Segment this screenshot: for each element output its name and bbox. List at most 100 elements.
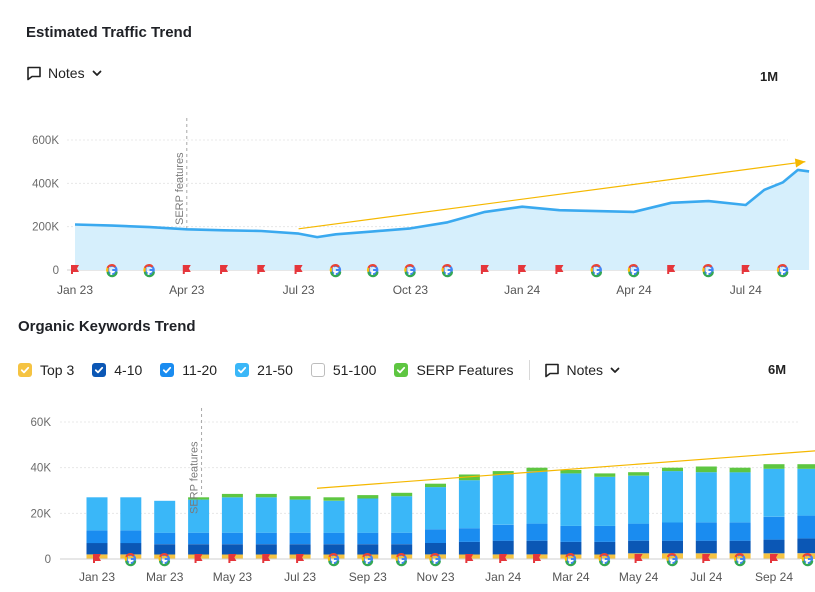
keywords-y-tick: 60K [31,417,52,429]
legend-4-10[interactable]: 4-10 [92,362,142,378]
traffic-x-axis: Jan 23 Apr 23 Jul 23 Oct 23 Jan 24 Apr 24 Jul … [57,283,762,297]
keywords-bar-segment [86,543,108,555]
google-icon [801,553,814,567]
flag-icon [262,554,271,563]
keywords-bar-stack [154,500,176,559]
keywords-bar-segment [594,473,616,477]
flag-icon [465,554,474,563]
keywords-bar-segment [797,468,815,516]
google-icon [395,553,408,567]
keywords-x-tick: Nov 23 [416,570,454,584]
keywords-x-tick: Jan 23 [79,570,115,584]
keywords-y-tick: 40K [31,463,52,475]
keywords-bar-segment [526,467,548,472]
flag-icon [634,554,643,563]
keywords-trend-arrow [316,450,815,489]
keywords-bar-stack [526,467,548,559]
legend-51-100[interactable]: 51-100 [310,362,376,378]
keywords-bar-segment [323,544,345,555]
keywords-bar-segment [120,554,142,559]
keywords-bar-segment [357,544,379,555]
keywords-annotation-label: SERP features [189,441,201,514]
traffic-y-tick: 0 [53,265,59,277]
keywords-bar-stack [391,492,413,559]
keywords-x-axis: Jan 23 Mar 23 May 23 Jul 23 Sep 23 Nov 23 Jan … [79,570,793,584]
keywords-grid: 60K 40K 20K 0 [31,417,800,566]
legend-4-10-checkbox[interactable] [92,363,107,377]
flag-icon [228,554,237,563]
keywords-bars [86,464,815,559]
google-icon [124,553,137,567]
keywords-markers [93,553,814,567]
google-icon [366,264,379,278]
keywords-bar-segment [797,553,815,559]
keywords-x-tick: Sep 23 [349,570,387,584]
keywords-bar-segment [221,544,243,555]
google-icon [329,264,342,278]
keywords-bar-segment [492,540,514,555]
google-icon [776,264,789,278]
keywords-bar-stack [323,497,345,559]
keywords-bar-segment [154,554,176,559]
traffic-range-button[interactable]: 1M [760,69,779,84]
google-icon [734,553,746,567]
keywords-bar-segment [221,493,243,498]
keywords-bar-segment [662,522,683,541]
legend-11-20[interactable]: 11-20 [160,362,217,378]
legend-21-50[interactable]: 21-50 [235,362,293,378]
keywords-bar-stack [86,497,108,559]
keywords-bar-segment [560,554,582,559]
keywords-bar-segment [255,532,277,545]
traffic-chart: 600K 400K 200K 0 SERP features Jan 23 Apr 23 Ju… [32,118,810,297]
keywords-notes-dropdown[interactable]: Notes [544,362,621,378]
keywords-bar-stack [357,495,379,559]
keywords-bar-segment [797,464,815,469]
legend-serp-features-checkbox[interactable] [394,363,409,377]
keywords-bar-segment [154,544,176,555]
keywords-x-tick: Mar 24 [552,570,590,584]
google-icon [361,553,374,567]
flag-icon [71,265,79,274]
keywords-bar-segment [560,470,582,474]
keywords-bar-segment [797,538,815,554]
keywords-bar-segment [763,468,785,517]
keywords-bar-segment [729,522,751,541]
keywords-bar-segment [357,495,379,499]
flag-icon [518,265,527,274]
keywords-bar-segment [458,541,480,555]
flag-icon [194,554,203,563]
keywords-bar-segment [188,499,210,533]
keywords-bar-segment [289,499,311,533]
keywords-x-tick: May 23 [213,570,253,584]
keywords-bar-segment [492,474,514,525]
keywords-range-button[interactable]: 6M [768,362,787,377]
keywords-bar-segment [221,497,243,533]
keywords-bar-stack [289,496,311,559]
traffic-x-tick: Jan 23 [57,283,93,297]
keywords-x-tick: Sep 24 [755,570,793,584]
legend-21-50-checkbox[interactable] [235,363,250,377]
legend-11-20-checkbox[interactable] [160,363,175,377]
legend-divider [529,360,531,380]
flag-icon [499,554,508,563]
keywords-bar-segment [357,498,379,533]
keywords-bar-segment [763,539,785,554]
keywords-bar-segment [425,483,446,488]
traffic-notes-label: Notes [48,65,85,81]
legend-top3-label: Top 3 [40,362,75,378]
keywords-bar-segment [255,493,277,498]
legend-top3-checkbox[interactable] [18,363,32,377]
keywords-bar-segment [323,500,345,533]
keywords-bar-segment [560,525,582,542]
traffic-x-tick: Jul 24 [730,283,762,297]
legend-top3[interactable]: Top 3 [18,362,74,378]
keywords-bar-segment [662,553,683,559]
keywords-title: Organic Keywords Trend [18,318,196,335]
keywords-bar-stack [221,493,243,559]
traffic-notes-dropdown[interactable]: Notes [26,65,103,81]
legend-serp-features[interactable]: SERP Features [394,362,513,378]
keywords-bar-segment [86,530,108,544]
legend-51-100-checkbox[interactable] [310,363,325,377]
keywords-bar-stack [695,466,717,559]
keywords-bar-stack [120,497,142,559]
